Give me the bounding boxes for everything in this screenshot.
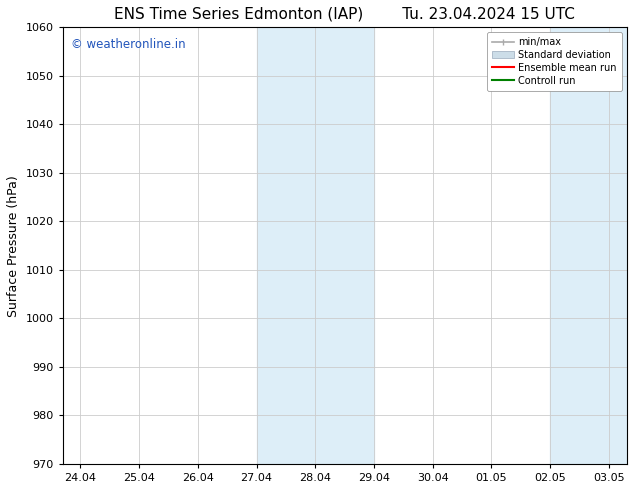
Bar (550, 27, 626, 464)
Legend: min/max, Standard deviation, Ensemble mean run, Controll run: min/max, Standard deviation, Ensemble me… (488, 32, 622, 91)
Bar (257, 27, 374, 464)
Y-axis label: Surface Pressure (hPa): Surface Pressure (hPa) (7, 175, 20, 317)
Title: ENS Time Series Edmonton (IAP)        Tu. 23.04.2024 15 UTC: ENS Time Series Edmonton (IAP) Tu. 23.04… (114, 7, 575, 22)
Text: © weatheronline.in: © weatheronline.in (71, 38, 186, 51)
